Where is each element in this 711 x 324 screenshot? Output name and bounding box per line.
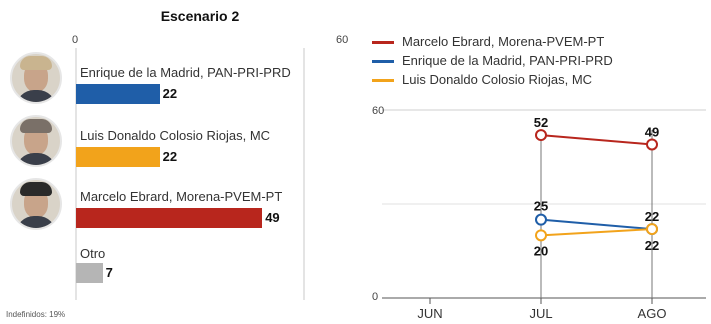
bar-value-enrique: 22 [162, 86, 178, 101]
line-ytick-0: 0 [372, 291, 378, 303]
avatar-enrique [10, 52, 62, 104]
line-point-0-2 [646, 138, 658, 151]
bar-luis-donaldo [76, 147, 160, 167]
bar-enrique [76, 84, 160, 104]
line-point-0-1 [535, 129, 547, 142]
legend-swatch-enrique [372, 60, 394, 64]
line-series-2 [540, 228, 653, 237]
legend-label-enrique: Enrique de la Madrid, PAN-PRI-PRD [402, 53, 613, 68]
legend-item-enrique: Enrique de la Madrid, PAN-PRI-PRD [372, 53, 613, 71]
line-series-1 [540, 218, 653, 231]
line-xlabel-jun: JUN [417, 306, 442, 321]
line-xlabel-jul: JUL [529, 306, 552, 321]
bar-label-enrique: Enrique de la Madrid, PAN-PRI-PRD [80, 65, 291, 80]
bar-marcelo [76, 208, 263, 228]
legend-label-marcelo: Marcelo Ebrard, Morena-PVEM-PT [402, 34, 605, 49]
line-ytick-60: 60 [372, 105, 384, 117]
line-point-2-2 [646, 223, 658, 236]
legend-item-marcelo: Marcelo Ebrard, Morena-PVEM-PT [372, 34, 604, 52]
bar-label-marcelo: Marcelo Ebrard, Morena-PVEM-PT [80, 189, 283, 204]
legend-label-luis-donaldo: Luis Donaldo Colosio Riojas, MC [402, 72, 593, 87]
bar-value-luis-donaldo: 22 [162, 149, 178, 164]
bar-label-luis-donaldo: Luis Donaldo Colosio Riojas, MC [80, 128, 271, 143]
avatar-luis-donaldo [10, 115, 62, 167]
line-point-2-1 [535, 229, 547, 242]
footnote: Indefinidos: 19% [6, 310, 66, 319]
bar-value-marcelo: 49 [265, 210, 280, 225]
line-value-label-0-2: 49 [645, 124, 659, 139]
line-series-0 [540, 134, 653, 146]
line-value-label-2-1: 20 [534, 243, 548, 258]
avatar-marcelo [10, 178, 62, 230]
bar-axis-tick-max: 60 [336, 34, 349, 46]
line-xlabel-ago: AGO [638, 306, 667, 321]
line-point-1-1 [535, 213, 547, 226]
line-value-label-0-1: 52 [534, 115, 548, 130]
bar-axis-tick-min: 0 [72, 34, 79, 46]
chart-title: Escenario 2 [160, 8, 240, 24]
line-value-label-1-2: 22 [645, 209, 659, 224]
bar-label-otro: Otro [80, 246, 106, 261]
bar-otro [76, 263, 103, 283]
line-value-label-1-1: 25 [534, 199, 548, 214]
line-value-label-2-2: 22 [645, 238, 659, 253]
legend-item-luis-donaldo: Luis Donaldo Colosio Riojas, MC [372, 72, 592, 90]
bar-value-otro: 7 [105, 265, 113, 280]
legend-swatch-luis-donaldo [372, 79, 394, 83]
legend-swatch-marcelo [372, 41, 394, 45]
